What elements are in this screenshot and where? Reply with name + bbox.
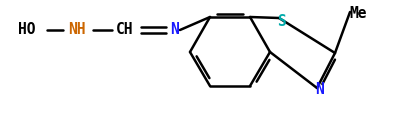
Text: HO: HO (18, 22, 36, 37)
Text: N: N (170, 22, 179, 37)
Text: Me: Me (349, 5, 367, 20)
Text: S: S (277, 13, 286, 28)
Text: NH: NH (68, 22, 85, 37)
Text: N: N (316, 82, 324, 97)
Text: CH: CH (116, 22, 134, 37)
